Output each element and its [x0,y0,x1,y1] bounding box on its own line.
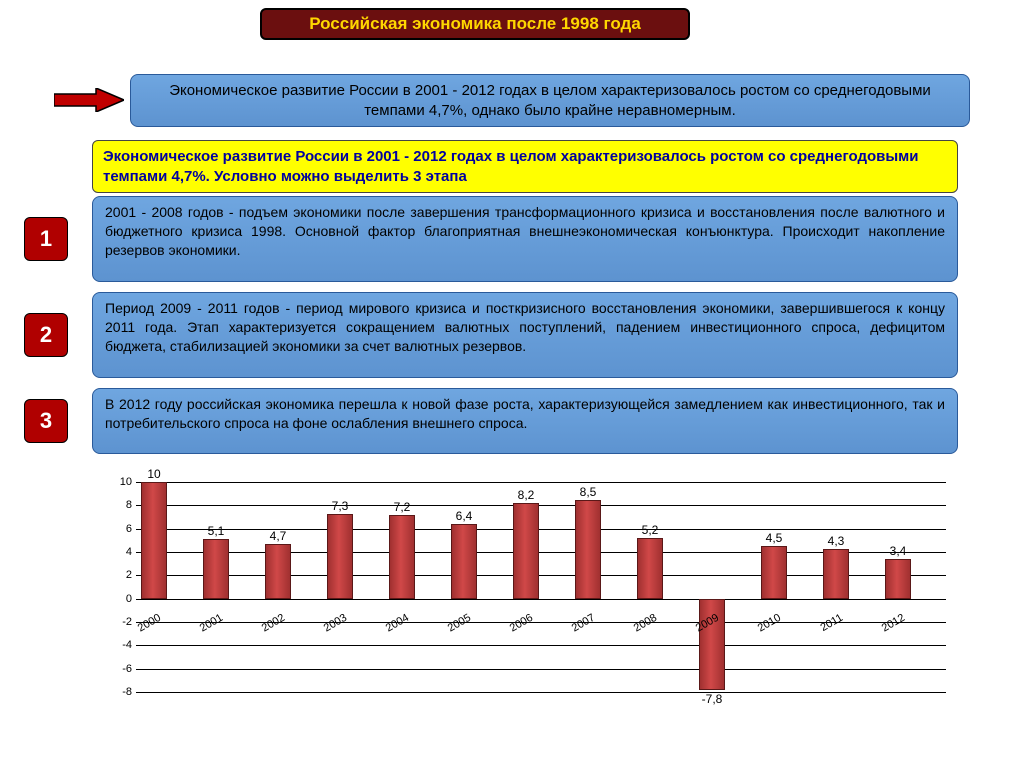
bar [575,500,601,599]
x-tick-label: 2010 [756,611,783,634]
stage-box: В 2012 году российская экономика перешла… [92,388,958,454]
y-tick-label: -2 [110,616,132,628]
gridline [136,669,946,670]
yellow-box: Экономическое развитие России в 2001 - 2… [92,140,958,193]
bar-value-label: 8,2 [506,488,546,502]
stage-number: 1 [24,217,68,261]
stage-number: 2 [24,313,68,357]
bar [513,503,539,599]
bar-value-label: 7,3 [320,499,360,513]
x-tick-label: 2008 [632,611,659,634]
bar-value-label: 4,5 [754,531,794,545]
x-tick-label: 2004 [384,611,411,634]
bar [823,549,849,599]
gdp-chart: -8-6-4-202468101020005,120014,720027,320… [92,482,958,742]
x-tick-label: 2005 [446,611,473,634]
x-tick-label: 2011 [819,611,845,633]
y-tick-label: 4 [110,546,132,558]
y-tick-label: -4 [110,639,132,651]
bar [637,538,663,599]
bar-value-label: 4,3 [816,534,856,548]
x-tick-label: 2002 [260,611,287,634]
gridline [136,482,946,483]
bar [265,544,291,599]
stage-box: 2001 - 2008 годов - подъем экономики пос… [92,196,958,282]
y-tick-label: 6 [110,523,132,535]
page-title: Российская экономика после 1998 года [260,8,690,40]
x-tick-label: 2001 [198,611,225,634]
bar [389,515,415,599]
bar [141,482,167,599]
x-tick-label: 2000 [136,611,163,634]
bar-value-label: 5,1 [196,524,236,538]
x-tick-label: 2006 [508,611,535,634]
bar-value-label: 10 [134,467,174,481]
bar [761,546,787,599]
arrow-icon [54,88,124,112]
bar-value-label: 4,7 [258,529,298,543]
bar-value-label: 5,2 [630,523,670,537]
stage-box: Период 2009 - 2011 годов - период мирово… [92,292,958,378]
x-tick-label: 2012 [880,611,907,634]
gridline [136,692,946,693]
bar [451,524,477,599]
y-tick-label: 8 [110,499,132,511]
bar-value-label: -7,8 [692,692,732,706]
bar [203,539,229,599]
y-tick-label: -8 [110,686,132,698]
bar [327,514,353,599]
bar-value-label: 6,4 [444,509,484,523]
y-tick-label: 0 [110,593,132,605]
gridline [136,645,946,646]
bar-value-label: 3,4 [878,544,918,558]
y-tick-label: 2 [110,569,132,581]
y-tick-label: -6 [110,663,132,675]
gridline [136,505,946,506]
bar-value-label: 7,2 [382,500,422,514]
gridline [136,599,946,601]
bar-value-label: 8,5 [568,485,608,499]
intro-box: Экономическое развитие России в 2001 - 2… [130,74,970,127]
x-tick-label: 2003 [322,611,349,634]
bar [885,559,911,599]
y-tick-label: 10 [110,476,132,488]
stage-number: 3 [24,399,68,443]
x-tick-label: 2007 [570,611,597,634]
